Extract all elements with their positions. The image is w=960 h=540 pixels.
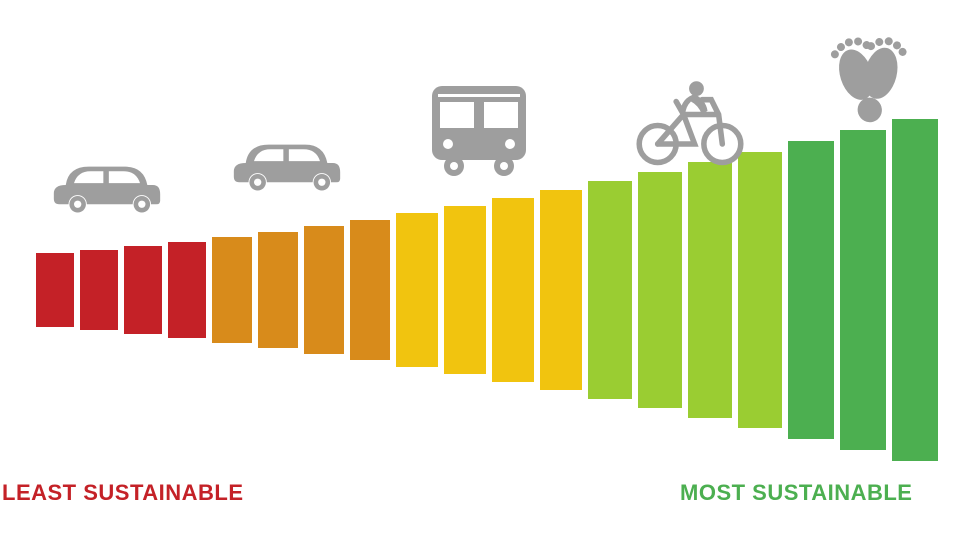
carpool-icon: 2+ xyxy=(232,128,342,198)
spectrum-bar xyxy=(80,250,118,330)
spectrum-bar xyxy=(840,130,886,450)
least-sustainable-label: LEAST SUSTAINABLE xyxy=(2,480,244,506)
svg-text:2+: 2+ xyxy=(302,147,317,162)
sustainability-spectrum: { "infographic": { "type": "infographic"… xyxy=(0,0,960,540)
spectrum-bar xyxy=(304,226,344,354)
footprints-icon xyxy=(810,28,920,138)
spectrum-bar xyxy=(350,220,390,360)
spectrum-bar xyxy=(444,206,486,374)
spectrum-bar xyxy=(492,198,534,382)
spectrum-bar xyxy=(738,152,782,428)
car-icon xyxy=(52,150,162,220)
spectrum-bar xyxy=(258,232,298,348)
spectrum-bar xyxy=(588,181,632,399)
spectrum-bar xyxy=(892,119,938,461)
spectrum-bar xyxy=(212,237,252,343)
bus-icon xyxy=(424,80,534,180)
spectrum-bar xyxy=(788,141,834,439)
spectrum-bar xyxy=(540,190,582,390)
spectrum-bar xyxy=(396,213,438,367)
spectrum-bar xyxy=(124,246,162,334)
most-sustainable-label: MOST SUSTAINABLE xyxy=(680,480,912,506)
spectrum-bar xyxy=(36,253,74,327)
spectrum-bar xyxy=(638,172,682,408)
spectrum-bar xyxy=(688,162,732,418)
bicycle-icon xyxy=(630,70,750,170)
spectrum-bar xyxy=(168,242,206,338)
